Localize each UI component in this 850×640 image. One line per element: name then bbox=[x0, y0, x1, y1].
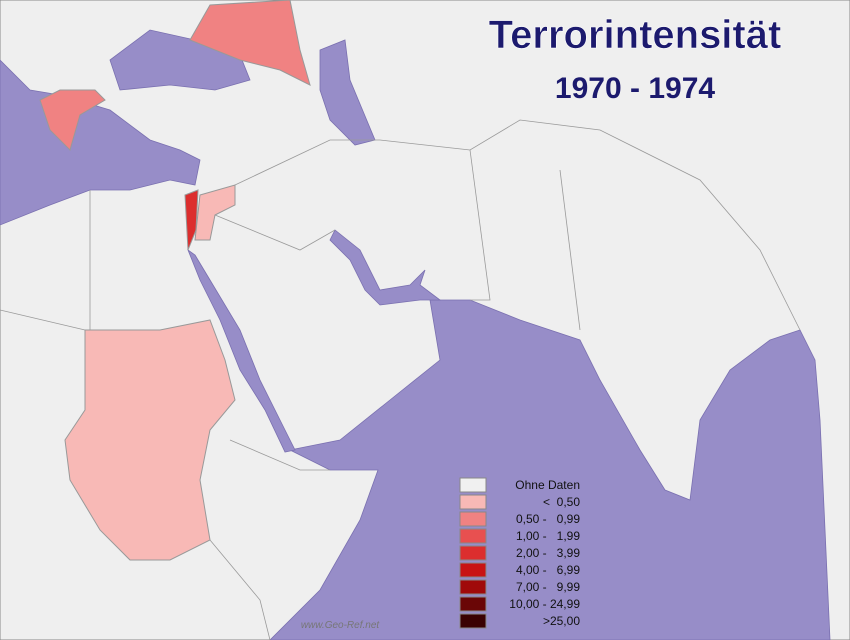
legend-swatch bbox=[459, 579, 487, 595]
red-sea bbox=[187, 248, 296, 453]
legend-swatch bbox=[459, 494, 487, 510]
border bbox=[559, 169, 581, 331]
countries bbox=[0, 0, 801, 640]
legend: Ohne Daten < 0,50 0,50 - 0,99 1,00 - 1,99 2,… bbox=[459, 477, 580, 629]
legend-swatch bbox=[459, 477, 487, 493]
legend-label: 0,50 - 0,99 bbox=[516, 512, 580, 526]
border bbox=[214, 214, 336, 251]
legend-label: 1,00 - 1,99 bbox=[516, 529, 580, 543]
border bbox=[234, 119, 801, 331]
map-subtitle: 1970 - 1974 bbox=[555, 72, 715, 105]
legend-label: 4,00 - 6,99 bbox=[516, 563, 580, 577]
watermark: www.Geo-Ref.net bbox=[301, 620, 381, 631]
legend-label: 7,00 - 9,99 bbox=[516, 580, 580, 594]
region-israel bbox=[184, 189, 199, 251]
persian-gulf bbox=[329, 229, 442, 306]
caspian-sea bbox=[319, 39, 376, 146]
legend-label: 10,00 - 24,99 bbox=[509, 597, 580, 611]
legend-swatch bbox=[459, 545, 487, 561]
legend-swatch bbox=[459, 528, 487, 544]
region-russia bbox=[189, 0, 311, 86]
legend-label: < 0,50 bbox=[543, 495, 580, 509]
black-sea bbox=[109, 29, 251, 91]
legend-swatch bbox=[459, 562, 487, 578]
legend-label: >25,00 bbox=[543, 614, 580, 628]
border bbox=[209, 539, 271, 640]
legend-swatch bbox=[459, 511, 487, 527]
legend-swatch bbox=[459, 596, 487, 612]
legend-label: 2,00 - 3,99 bbox=[516, 546, 580, 560]
border bbox=[469, 149, 491, 301]
legend-swatch bbox=[459, 613, 487, 629]
border bbox=[229, 439, 330, 471]
region-greece bbox=[39, 89, 106, 151]
border bbox=[0, 309, 86, 331]
map-title: Terrorintensität bbox=[489, 13, 782, 57]
seas bbox=[0, 29, 831, 640]
legend-label: Ohne Daten bbox=[515, 478, 580, 492]
